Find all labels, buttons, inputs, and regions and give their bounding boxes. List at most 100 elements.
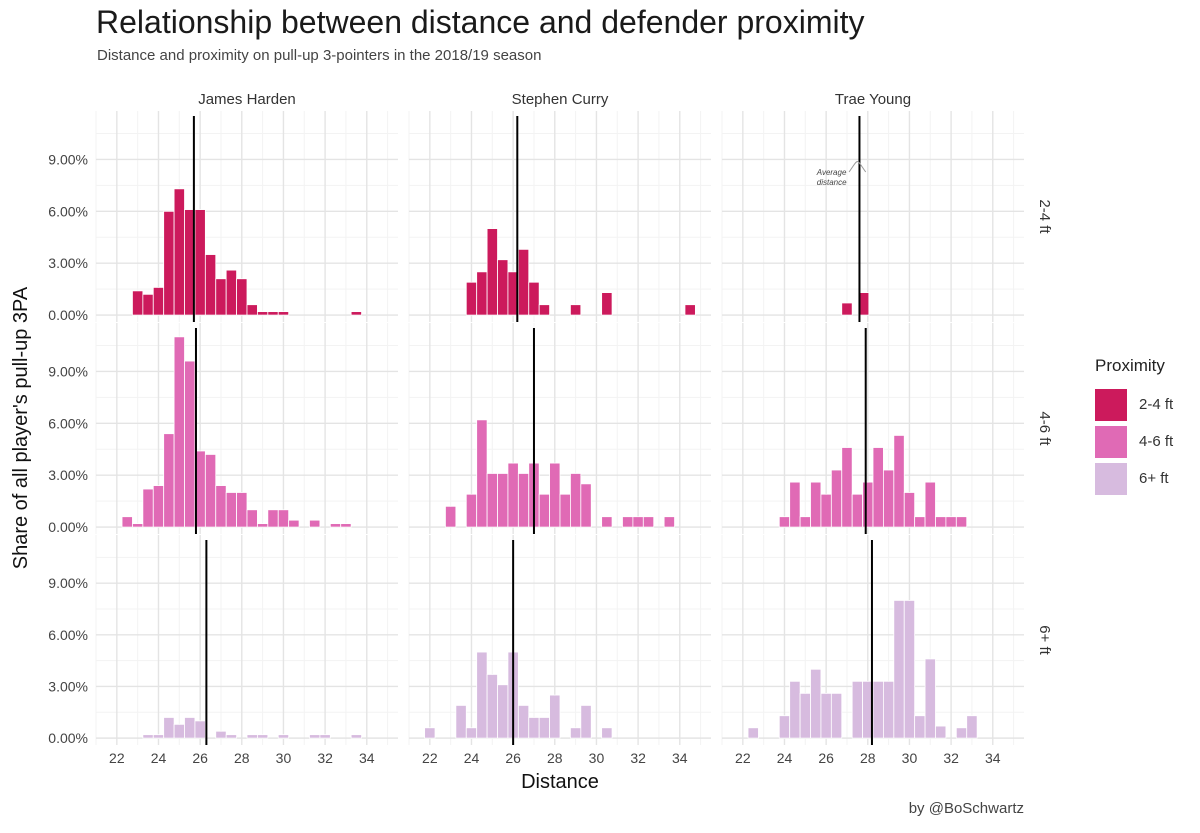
histogram-bar [277,734,290,739]
histogram-bar [914,715,926,739]
histogram-bar [184,360,196,528]
histogram-bar [914,516,926,528]
histogram-bar [893,435,905,528]
histogram-bar [152,485,165,528]
histogram-bar [288,519,300,528]
histogram-bar [465,281,478,316]
histogram-bar [883,469,895,528]
histogram-bar [132,523,144,528]
legend-item-2-4-ft: 2-4 ft [1095,386,1173,423]
annotation-text: Average [816,168,847,177]
histogram-bar [580,483,592,528]
histogram-bar [945,516,957,528]
facet-row-label: 4-6 ft [1036,411,1053,446]
histogram-bar [215,278,227,316]
histogram-bar [309,734,321,739]
histogram-bar [830,469,843,528]
histogram-bar [632,516,644,528]
y-tick-label: 3.00% [48,678,88,694]
histogram-bar [445,505,457,528]
legend-label: 4-6 ft [1139,433,1174,450]
histogram-bar [497,684,509,739]
histogram-bar [549,462,561,528]
histogram-bar [225,269,237,316]
y-axis-title: Share of all player's pull-up 3PA [10,286,32,569]
histogram-bar [246,734,258,739]
histogram-bar [799,516,811,528]
histogram-bar [194,209,206,316]
x-axis-title: Distance [521,771,599,793]
histogram-bar [830,692,843,739]
histogram-bar [309,519,321,528]
histogram-bar [486,473,498,528]
panel-background [96,535,398,745]
x-tick-label: 22 [735,750,751,766]
histogram-bar [559,493,571,528]
y-tick-label: 3.00% [48,255,88,271]
histogram-bar [841,447,853,528]
histogram-bar [486,674,498,739]
histogram-bar [142,734,154,739]
histogram-bar [883,680,895,739]
y-tick-label: 3.00% [48,467,88,483]
histogram-bar [810,668,822,739]
histogram-bar [663,516,675,528]
histogram-bar [173,188,185,316]
histogram-bar [277,509,290,528]
histogram-bar [215,485,227,528]
x-tick-label: 32 [630,750,646,766]
facet-column-label: Stephen Curry [512,91,609,108]
x-tick-label: 24 [151,750,167,766]
x-tick-label: 34 [672,750,688,766]
histogram-bar [476,271,488,316]
histogram-bar [924,658,936,739]
legend-label: 2-4 ft [1139,396,1174,413]
x-tick-label: 22 [422,750,438,766]
histogram-bar [517,473,530,528]
y-tick-label: 9.00% [48,151,88,167]
legend-item-4-6-ft: 4-6 ft [1095,423,1173,460]
histogram-bar [163,717,175,739]
histogram-bar [257,523,269,528]
facet-column-label: Trae Young [835,91,911,108]
histogram-bar [350,734,362,739]
histogram-bar [340,523,352,528]
histogram-bar [215,730,227,739]
histogram-bar [841,302,853,316]
histogram-bar [142,488,154,528]
histogram-bar [893,600,905,739]
histogram-bar [570,727,582,739]
x-tick-label: 32 [943,750,959,766]
histogram-bar [465,727,478,739]
histogram-bar [601,292,613,316]
histogram-bar [507,462,519,528]
histogram-bar [329,523,342,528]
histogram-bar [872,680,884,739]
legend: Proximity 2-4 ft 4-6 ft 6+ ft [1095,356,1173,497]
histogram-bar [517,248,530,316]
histogram-bar [966,715,978,739]
y-tick-label: 0.00% [48,307,88,323]
histogram-bar [319,734,331,739]
histogram-bar [163,210,175,316]
x-tick-label: 26 [192,750,208,766]
y-tick-label: 9.00% [48,575,88,591]
annotation-text: distance [817,178,847,187]
y-tick-label: 0.00% [48,519,88,535]
histogram-bar [497,473,509,528]
histogram-bar [570,304,582,316]
histogram-bar [163,433,175,528]
x-tick-label: 26 [818,750,834,766]
histogram-bar [528,717,540,739]
histogram-bar [257,311,269,316]
histogram-bar [570,473,582,528]
histogram-bar [486,228,498,316]
legend-item-6-plus-ft: 6+ ft [1095,460,1173,497]
histogram-bar [778,715,791,739]
histogram-bar [257,734,269,739]
histogram-bar [955,727,968,739]
histogram-bar [601,516,613,528]
histogram-bar [476,419,488,528]
y-tick-label: 6.00% [48,627,88,643]
